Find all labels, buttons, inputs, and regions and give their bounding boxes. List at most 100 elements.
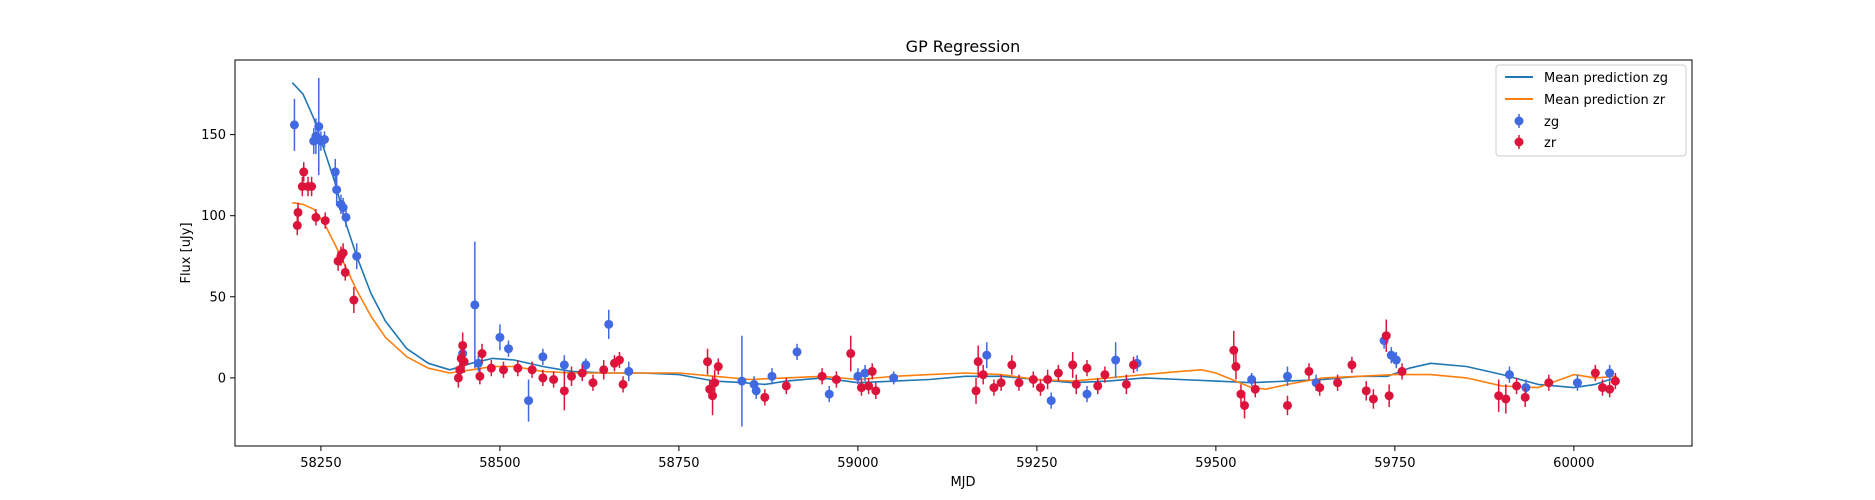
zg-data-point bbox=[1391, 351, 1401, 369]
x-tick-label: 58500 bbox=[479, 456, 520, 471]
zr-data-point bbox=[1014, 374, 1024, 391]
legend-zg-marker bbox=[1514, 114, 1524, 128]
zr-data-point bbox=[1043, 369, 1053, 390]
x-tick-label: 59000 bbox=[837, 456, 878, 471]
zg-data-point bbox=[1111, 342, 1121, 378]
zg-data-point bbox=[1504, 366, 1514, 383]
zr-data-point bbox=[1384, 384, 1394, 408]
zr-data-point bbox=[817, 368, 827, 385]
zr-data-point bbox=[567, 366, 577, 386]
zr-data-point bbox=[1231, 353, 1241, 380]
zr-data-point bbox=[614, 351, 624, 369]
zr-data-point bbox=[340, 264, 350, 281]
zr-data-point bbox=[1007, 355, 1017, 375]
zg-data-point bbox=[982, 342, 992, 369]
zr-data-point bbox=[1610, 373, 1620, 390]
zr-data-point bbox=[513, 360, 523, 377]
zg-data-point bbox=[792, 343, 802, 361]
zg-data-point bbox=[314, 77, 324, 176]
zr-data-point bbox=[864, 377, 874, 395]
zr-data-point bbox=[1068, 351, 1078, 378]
zr-data-point bbox=[703, 348, 713, 375]
zr-data-point bbox=[307, 176, 317, 197]
zr-data-point bbox=[486, 360, 496, 377]
zr-data-point bbox=[1598, 379, 1608, 396]
zr-data-point bbox=[1053, 364, 1063, 382]
x-tick-label: 59500 bbox=[1195, 456, 1236, 471]
zr-data-point bbox=[1250, 381, 1260, 398]
zr-data-point bbox=[498, 361, 508, 378]
zr-data-point bbox=[996, 374, 1006, 391]
zr-data-point bbox=[1093, 377, 1103, 395]
zg-data-point bbox=[581, 358, 591, 372]
zr-data-point bbox=[1028, 371, 1038, 388]
y-tick-label: 50 bbox=[209, 290, 226, 305]
zr-data-point bbox=[338, 243, 348, 263]
zr-data-point bbox=[1590, 364, 1600, 382]
zr-data-point bbox=[599, 360, 609, 380]
zg-data-point bbox=[1247, 373, 1257, 386]
zr-data-point bbox=[1240, 392, 1250, 419]
zg-data-point bbox=[624, 361, 634, 382]
legend-frame bbox=[1495, 64, 1687, 157]
zr-data-point bbox=[538, 369, 548, 386]
zr-data-point bbox=[856, 379, 866, 396]
zr-data-point bbox=[1035, 379, 1045, 396]
zr-data-point bbox=[458, 332, 468, 359]
zg-data-point bbox=[767, 368, 777, 385]
zr-data-point bbox=[311, 209, 321, 226]
zg-data-point bbox=[289, 98, 299, 151]
y-axis: 0 50 100 150 bbox=[201, 128, 235, 386]
zr-data-point bbox=[459, 350, 469, 374]
zg-data-point bbox=[889, 371, 899, 385]
zr-data-point bbox=[1121, 374, 1131, 395]
y-tick-label: 150 bbox=[201, 128, 226, 143]
x-axis: 58250 58500 58750 59000 59250 59500 59750 60000 bbox=[300, 446, 1595, 471]
zg-data-point bbox=[319, 131, 329, 148]
zr-data-point bbox=[1236, 384, 1246, 404]
chart-title: GP Regression bbox=[906, 37, 1021, 56]
legend-zg-label: zg bbox=[1544, 115, 1559, 130]
zr-data-point bbox=[1397, 363, 1407, 380]
zr-data-point bbox=[349, 287, 359, 314]
zr-data-point bbox=[713, 358, 723, 375]
y-axis-label: Flux [uJy] bbox=[179, 222, 194, 283]
zg-data-point bbox=[860, 364, 870, 382]
zg-data-point bbox=[470, 241, 480, 369]
zg-data-point bbox=[1605, 364, 1615, 382]
plot-frame bbox=[234, 59, 1693, 447]
zg-data-point bbox=[1046, 392, 1056, 409]
zg-data-point bbox=[751, 382, 761, 399]
zr-data-point bbox=[577, 364, 587, 382]
zg-data-point bbox=[332, 173, 342, 206]
zg-data-point bbox=[341, 207, 351, 228]
y-tick-label: 0 bbox=[218, 371, 226, 386]
zr-data-point bbox=[293, 202, 303, 223]
zr-data-point bbox=[1368, 389, 1378, 409]
zr-data-point bbox=[710, 369, 720, 396]
zr-data-point bbox=[477, 343, 487, 364]
zg-data-point bbox=[1572, 374, 1582, 391]
zg-data-point bbox=[330, 158, 340, 185]
zr-data-point bbox=[559, 371, 569, 411]
zr-data-point bbox=[1082, 360, 1092, 377]
zr-data-point bbox=[1494, 379, 1504, 412]
zr-data-point bbox=[1100, 366, 1110, 383]
zg-data-point bbox=[504, 340, 514, 357]
zr-data-point bbox=[871, 382, 881, 399]
zr-data-point bbox=[1304, 363, 1314, 380]
x-tick-label: 58750 bbox=[658, 456, 699, 471]
zr-data-point bbox=[299, 162, 309, 182]
zr-data-point bbox=[1071, 374, 1081, 395]
zg-data-point bbox=[1282, 366, 1292, 386]
x-tick-label: 59250 bbox=[1016, 456, 1057, 471]
zr-data-point bbox=[527, 361, 537, 378]
zr-data-point bbox=[1333, 374, 1343, 391]
zr-data-point bbox=[1315, 379, 1325, 396]
x-tick-label: 60000 bbox=[1553, 456, 1594, 471]
zr-data-point bbox=[588, 374, 598, 391]
zr-data-point bbox=[831, 371, 841, 388]
zr-data-point bbox=[973, 345, 983, 378]
zr-data-point bbox=[455, 360, 465, 380]
